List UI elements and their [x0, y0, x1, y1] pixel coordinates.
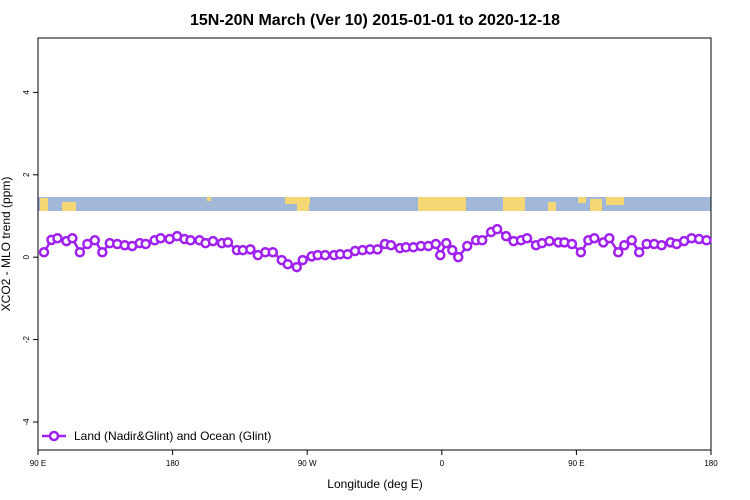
data-point — [441, 237, 452, 249]
data-point — [372, 244, 383, 255]
land-ocean-strip — [38, 197, 711, 211]
x-axis-label: Longitude (deg E) — [327, 477, 422, 491]
data-point — [38, 246, 50, 258]
data-point — [544, 235, 555, 247]
data-point — [385, 239, 397, 251]
data-point — [291, 261, 302, 273]
y-tick-label: -4 — [22, 418, 31, 426]
data-point — [656, 239, 667, 251]
data-point — [491, 223, 503, 235]
data-point — [140, 238, 151, 250]
data-point — [633, 246, 645, 258]
plot-frame — [37, 37, 712, 451]
data-point — [619, 239, 630, 251]
legend-marker — [48, 430, 60, 442]
data-point — [282, 258, 294, 270]
data-point — [500, 230, 512, 242]
data-point — [461, 240, 473, 252]
data-point — [74, 246, 86, 258]
data-point — [97, 246, 108, 258]
data-point — [435, 249, 446, 261]
y-axis-label: XCO2 - MLO trend (ppm) — [0, 177, 13, 312]
legend-label: Land (Nadir&Glint) and Ocean (Glint) — [74, 429, 271, 443]
y-tick-label: 4 — [22, 90, 31, 95]
data-point — [319, 249, 331, 261]
x-tick-label: 180 — [166, 459, 180, 468]
data-point — [604, 232, 615, 244]
data-point — [447, 244, 458, 256]
x-tick-label: 180 — [704, 459, 718, 468]
data-point — [67, 232, 78, 244]
chart-title: 15N-20N March (Ver 10) 2015-01-01 to 202… — [190, 12, 560, 29]
data-point — [476, 235, 488, 246]
x-tick-label: 90 E — [30, 459, 46, 468]
data-point — [297, 254, 308, 266]
data-point — [566, 238, 578, 250]
data-point — [589, 232, 600, 244]
data-point — [267, 246, 279, 258]
data-point — [89, 235, 101, 246]
y-tick-label: 2 — [22, 172, 31, 177]
x-tick-label: 0 — [440, 459, 445, 468]
data-point — [207, 235, 219, 247]
y-tick-label: 0 — [22, 254, 31, 259]
data-point — [453, 251, 464, 263]
data-point — [155, 232, 166, 244]
data-point — [626, 235, 637, 246]
data-point — [575, 246, 587, 258]
x-tick-label: 90 W — [298, 459, 317, 468]
data-point — [701, 235, 712, 246]
data-point — [430, 238, 442, 250]
data-point — [613, 246, 624, 258]
y-tick-label: -2 — [22, 335, 31, 343]
data-point — [521, 232, 533, 244]
x-tick-label: 90 E — [568, 459, 584, 468]
data-point — [245, 244, 256, 255]
data-point — [222, 237, 234, 248]
data-point — [185, 235, 196, 246]
data-point — [52, 232, 63, 244]
